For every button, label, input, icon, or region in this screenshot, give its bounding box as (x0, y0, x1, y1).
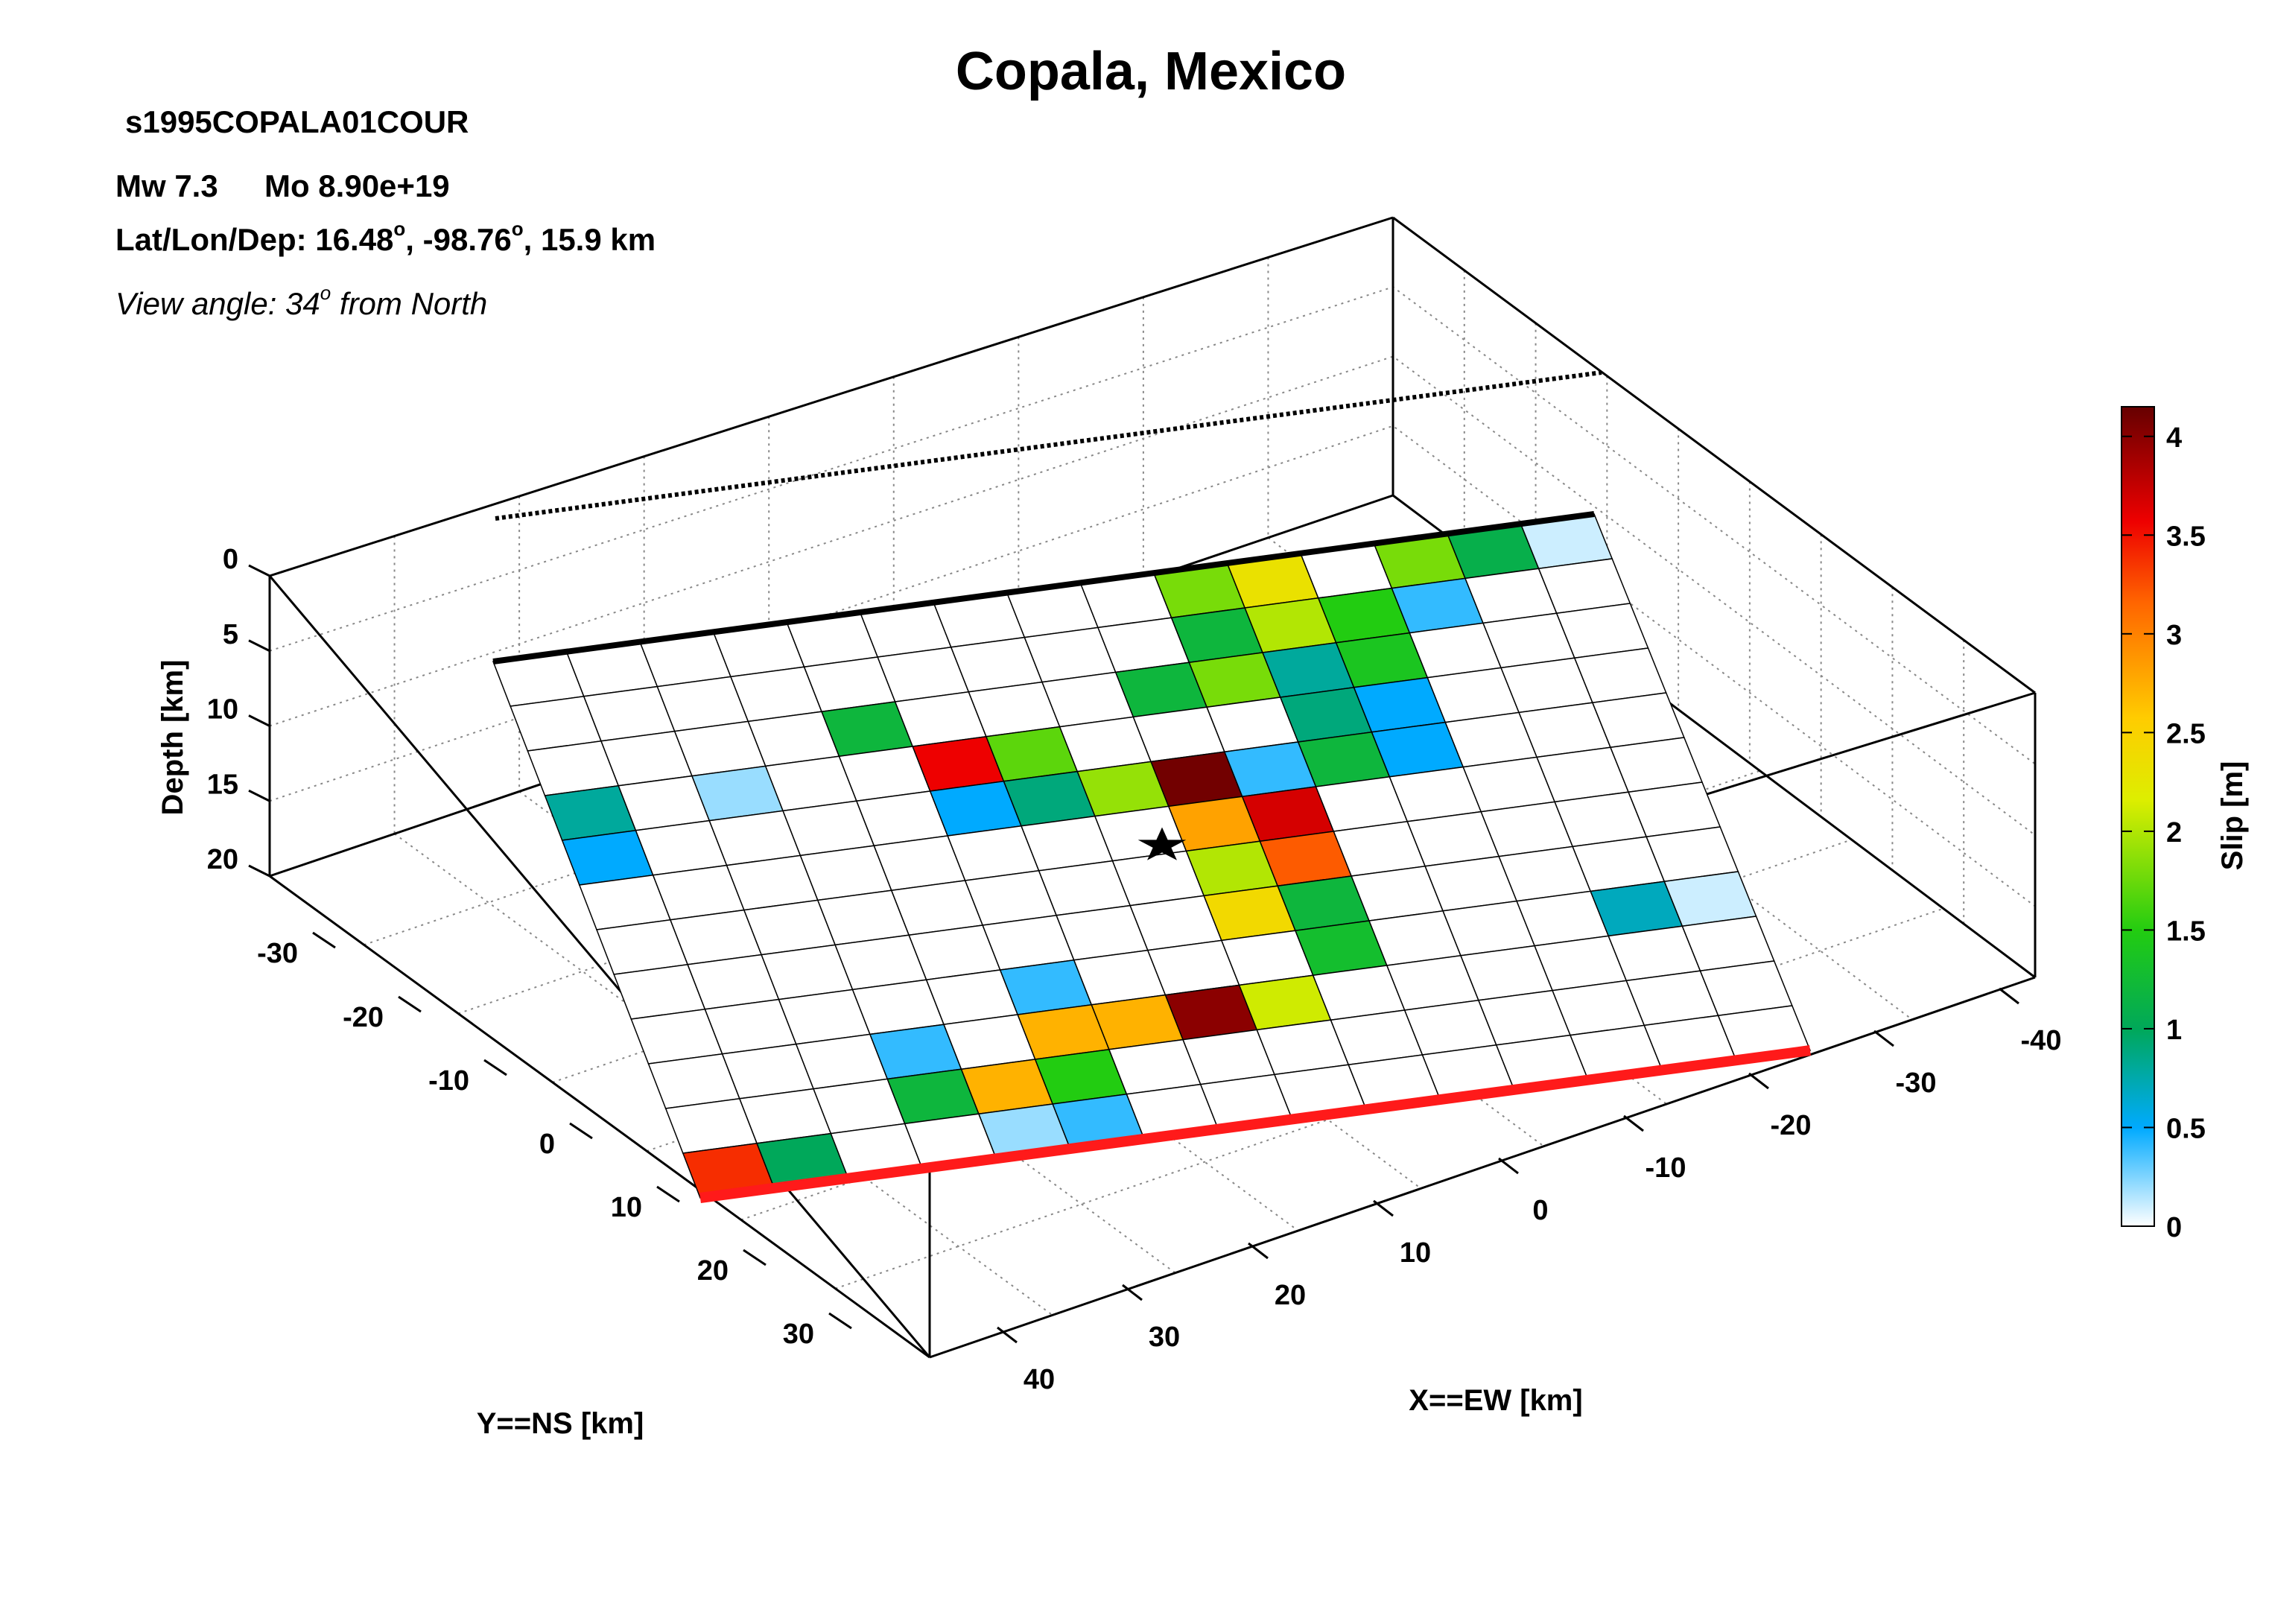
location-line: Lat/Lon/Dep: 16.48o, -98.76o, 15.9 km (115, 218, 656, 257)
colorbar-tick-label: 3 (2166, 620, 2182, 651)
lon-degree: o (512, 218, 524, 240)
depth-tick-mark (248, 714, 270, 727)
floor-gridline (393, 833, 1053, 1316)
box-edge (268, 575, 931, 1358)
depth-tick-mark (248, 789, 270, 802)
box-edge (929, 976, 2036, 1359)
event-id: s1995COPALA01COUR (125, 104, 469, 139)
ns-ticks: -30 -20 -10 0 10 20 30 (257, 931, 852, 1350)
ns-tick-mark (483, 1059, 507, 1076)
ns-tick-label: 30 (783, 1319, 814, 1350)
depth-tick-label: 15 (207, 769, 238, 800)
view-text: View angle: 34 (115, 286, 320, 321)
ns-tick-mark (312, 931, 336, 949)
ns-tick-label: 20 (697, 1255, 729, 1287)
ew-tick-label: -10 (1646, 1152, 1686, 1184)
hypocenter-star (1137, 827, 1187, 860)
ew-tick-mark (1498, 1157, 1519, 1175)
colorbar-tick-label: 2.5 (2166, 718, 2206, 749)
colorbar-tick-label: 1.5 (2166, 916, 2206, 947)
ew-tick-label: -30 (1896, 1068, 1937, 1099)
ew-axis-label: X==EW [km] (1409, 1384, 1582, 1417)
colorbar-tick-label: 3.5 (2166, 521, 2206, 552)
colorbar-tick-label: 1 (2166, 1015, 2182, 1046)
ns-tick-label: -10 (428, 1065, 469, 1097)
ew-tick-mark (1122, 1284, 1143, 1301)
ew-tick-label: -20 (1771, 1110, 1812, 1141)
ew-tick-label: 30 (1149, 1322, 1180, 1353)
box-edge (1392, 216, 2036, 694)
box-edge (269, 216, 1394, 577)
ew-ticks: 40 30 20 10 0 -10 -20 -30 -40 (997, 987, 2062, 1395)
ew-tick-mark (1373, 1199, 1394, 1217)
mo-label: Mo 8.90e+19 (264, 168, 450, 203)
lat-text: Lat/Lon/Dep: 16.48 (115, 222, 393, 257)
view-suffix: from North (331, 286, 487, 321)
depth-axis-label: Depth [km] (156, 660, 189, 816)
colorbar: 0 0.5 1 1.5 2 2.5 3 3.5 4 Slip [m] (2121, 406, 2249, 1243)
fault-top-edge (492, 511, 1595, 664)
chart-title: Copala, Mexico (956, 42, 1346, 101)
view-angle-line: View angle: 34o from North (115, 282, 487, 321)
ew-tick-label: 40 (1024, 1364, 1055, 1395)
ew-tick-label: 20 (1275, 1280, 1306, 1311)
view-degree: o (320, 282, 331, 304)
ew-tick-mark (1999, 987, 2019, 1005)
colorbar-tick-label: 2 (2166, 817, 2182, 849)
colorbar-tick-label: 0.5 (2166, 1113, 2206, 1144)
lon-text: , -98.76 (405, 222, 511, 257)
depth-tick-label: 0 (223, 544, 238, 575)
depth-tick-label: 10 (207, 694, 238, 726)
colorbar-ticks: 0 0.5 1 1.5 2 2.5 3 3.5 4 (2122, 422, 2206, 1243)
ew-tick-label: -40 (2021, 1025, 2062, 1056)
ns-tick-mark (828, 1312, 852, 1330)
ns-axis-label: Y==NS [km] (477, 1407, 644, 1440)
ns-tick-label: -30 (257, 938, 298, 969)
ns-tick-mark (656, 1185, 680, 1203)
ew-tick-label: 10 (1400, 1237, 1431, 1269)
colorbar-gradient (2121, 406, 2155, 1227)
colorbar-label: Slip [m] (2216, 761, 2249, 871)
lat-degree: o (393, 218, 405, 240)
colorbar-tick-label: 4 (2166, 422, 2182, 454)
depth-tick-label: 5 (223, 619, 238, 650)
ns-tick-mark (569, 1122, 593, 1140)
depth-tick-mark (248, 564, 270, 577)
depth-tick-mark (248, 639, 270, 653)
ew-tick-label: 0 (1532, 1195, 1548, 1226)
magnitude-line: Mw 7.3 Mo 8.90e+19 (115, 168, 450, 203)
box-edge (269, 875, 930, 1359)
fault-bottom-edge (699, 1045, 1811, 1203)
ew-tick-mark (1248, 1242, 1269, 1260)
surface-trace (495, 370, 1602, 521)
ew-tick-mark (1873, 1030, 1894, 1047)
hypocenter-star-icon (1137, 827, 1187, 860)
depth-text: , 15.9 km (524, 222, 656, 257)
mw-label: Mw 7.3 (115, 168, 218, 203)
colorbar-tick-label: 0 (2166, 1212, 2182, 1243)
depth-tick-label: 20 (207, 844, 238, 875)
ew-tick-mark (1623, 1114, 1644, 1132)
ns-tick-mark (743, 1249, 767, 1266)
fault-edges (492, 511, 1811, 1203)
ns-tick-label: -20 (343, 1002, 384, 1033)
ns-tick-mark (398, 995, 422, 1013)
ew-tick-mark (1748, 1072, 1769, 1090)
ew-tick-mark (997, 1326, 1018, 1344)
depth-ticks: 0 5 10 15 20 (207, 544, 270, 878)
fault-patches (492, 513, 1812, 1199)
depth-tick-mark (248, 864, 270, 878)
ns-tick-label: 10 (611, 1192, 642, 1223)
ns-tick-label: 0 (539, 1129, 555, 1160)
floor-gridline (835, 907, 1944, 1290)
